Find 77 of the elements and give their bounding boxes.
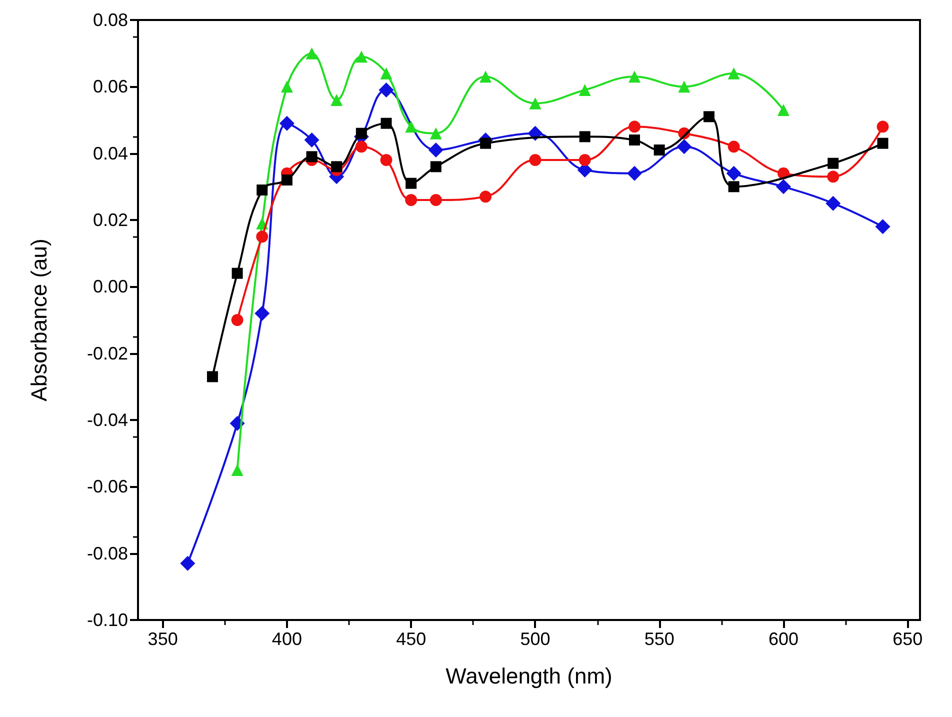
point: [578, 84, 591, 96]
point: [256, 230, 268, 243]
y-tick-label: -0.06: [86, 476, 128, 497]
x-tick-label: 550: [644, 629, 674, 649]
point: [826, 196, 841, 211]
y-tick-label: 0.04: [92, 143, 128, 164]
point: [355, 140, 368, 153]
point: [206, 371, 218, 382]
point: [356, 128, 367, 139]
point: [405, 194, 418, 206]
point: [231, 464, 244, 476]
point: [280, 80, 293, 93]
point: [380, 118, 392, 129]
x-tick-label: 600: [768, 629, 798, 649]
point: [256, 184, 268, 196]
point: [654, 144, 665, 156]
y-tick-label: -0.10: [86, 610, 128, 630]
y-tick-label: 0.08: [92, 10, 128, 30]
x-tick-label: 500: [520, 629, 550, 649]
point: [875, 219, 890, 234]
point: [480, 70, 492, 83]
y-tick-label: -0.02: [86, 343, 128, 364]
y-axis-title: Absorbance (au): [26, 238, 52, 402]
point: [304, 132, 320, 148]
point: [728, 67, 740, 80]
point: [777, 104, 790, 116]
point: [231, 314, 244, 326]
point: [232, 268, 243, 279]
point: [480, 190, 492, 203]
point: [279, 116, 294, 131]
point: [330, 94, 343, 106]
point: [628, 70, 641, 83]
point: [180, 556, 196, 571]
point: [828, 158, 839, 169]
x-axis-title: Wavelength (nm): [446, 664, 612, 688]
y-tick-label: 0.00: [92, 276, 128, 297]
point: [480, 138, 492, 149]
point: [678, 80, 690, 93]
point: [628, 120, 641, 133]
point: [405, 120, 418, 133]
point: [331, 161, 342, 172]
y-tick-label: -0.08: [86, 543, 128, 564]
point: [430, 194, 442, 206]
point: [430, 127, 442, 140]
point: [579, 131, 590, 142]
x-tick-label: 650: [892, 629, 923, 649]
point: [406, 178, 417, 189]
point: [430, 161, 442, 172]
point: [827, 170, 840, 183]
point: [281, 174, 292, 186]
point: [676, 139, 692, 154]
point: [728, 140, 740, 153]
point: [306, 151, 318, 162]
x-tick-label: 450: [396, 629, 426, 649]
point: [380, 154, 392, 166]
y-tick-label: -0.04: [86, 410, 128, 430]
point: [726, 166, 742, 181]
point: [876, 120, 889, 133]
point: [355, 50, 368, 63]
point: [254, 306, 270, 321]
y-tick-label: 0.06: [92, 76, 128, 97]
point: [428, 142, 444, 158]
y-tick-label: 0.02: [92, 210, 128, 230]
point: [529, 154, 542, 166]
x-tick-label: 350: [148, 629, 178, 649]
point: [877, 138, 888, 149]
point: [306, 47, 318, 60]
point: [776, 179, 791, 194]
point: [627, 166, 642, 181]
point: [578, 154, 591, 166]
point: [529, 97, 542, 110]
x-tick-label: 400: [272, 629, 302, 649]
point: [378, 82, 394, 98]
point: [380, 67, 392, 80]
point: [728, 181, 740, 192]
point: [703, 111, 714, 122]
point: [629, 134, 640, 146]
